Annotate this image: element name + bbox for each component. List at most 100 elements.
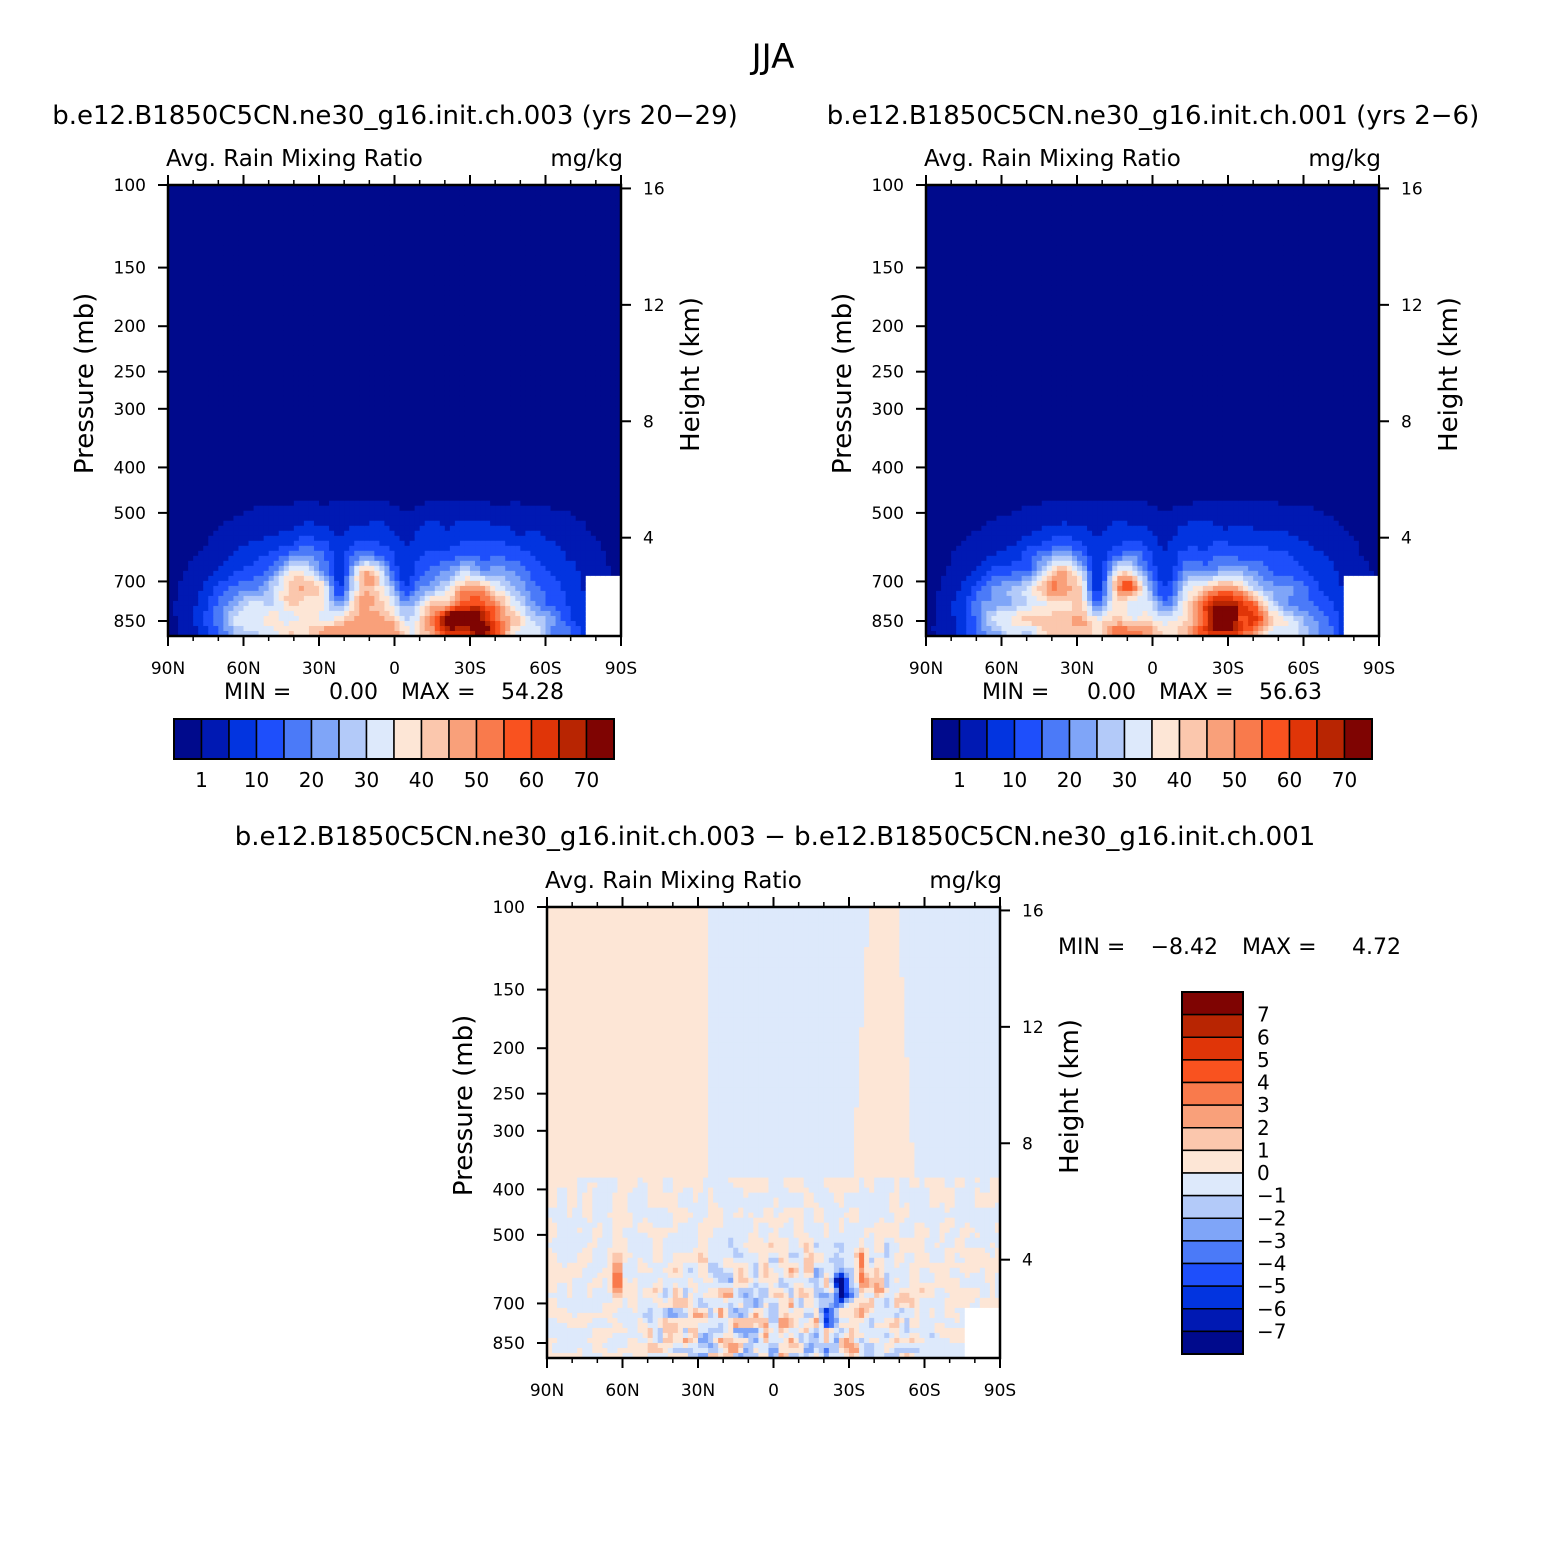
field-cell [188, 185, 194, 191]
field-cell [168, 300, 174, 306]
field-cell [303, 480, 310, 487]
field-cell [354, 355, 360, 361]
field-cell [384, 405, 391, 412]
field-cell [223, 315, 229, 321]
field-cell [313, 510, 320, 517]
field-cell [379, 475, 386, 482]
field-cell [349, 405, 355, 412]
field-cell [334, 445, 340, 452]
field-cell [193, 260, 199, 266]
field-cell [278, 480, 285, 487]
field-cell [248, 625, 255, 632]
field-cell [168, 475, 174, 482]
field-cell [188, 300, 194, 306]
field-cell [233, 240, 240, 246]
field-cell [339, 475, 345, 482]
field-cell [298, 285, 305, 291]
field-cell [253, 335, 260, 341]
field-cell [203, 370, 209, 377]
field-cell [223, 430, 229, 437]
field-cell [419, 220, 426, 226]
field-cell [168, 515, 174, 522]
field-cell [444, 255, 451, 261]
field-cell [218, 450, 224, 457]
field-cell [414, 615, 421, 622]
field-cell [278, 195, 285, 201]
field-cell [188, 290, 194, 296]
field-cell [183, 290, 189, 296]
field-cell [364, 415, 370, 422]
field-cell [168, 220, 174, 226]
field-cell [223, 405, 229, 412]
field-cell [354, 620, 360, 627]
field-cell [379, 485, 386, 492]
field-cell [198, 325, 204, 331]
field-cell [173, 395, 179, 402]
field-cell [313, 595, 320, 602]
contour-field [168, 185, 621, 636]
field-cell [313, 240, 320, 246]
field-cell [208, 465, 214, 472]
field-cell [369, 465, 375, 472]
field-cell [283, 475, 290, 482]
field-cell [389, 605, 396, 612]
field-cell [319, 475, 325, 482]
field-cell [394, 250, 401, 256]
field-cell [364, 585, 370, 592]
field-cell [288, 200, 295, 206]
field-cell [183, 480, 189, 487]
field-cell [263, 480, 270, 487]
field-cell [208, 575, 214, 582]
field-cell [218, 630, 224, 636]
field-cell [434, 290, 441, 296]
field-cell [339, 500, 345, 507]
field-cell [228, 345, 235, 351]
field-cell [268, 380, 275, 387]
field-cell [349, 445, 355, 452]
field-cell [258, 305, 265, 311]
field-cell [354, 320, 360, 326]
field-cell [258, 300, 265, 306]
field-cell [409, 380, 416, 387]
field-cell [424, 205, 431, 211]
field-cell [349, 275, 355, 281]
field-cell [248, 285, 255, 291]
field-cell [228, 335, 235, 341]
field-cell [424, 290, 431, 296]
field-cell [419, 300, 426, 306]
field-cell [429, 495, 436, 502]
field-cell [168, 210, 174, 216]
field-cell [419, 430, 426, 437]
field-cell [213, 560, 219, 567]
field-cell [168, 185, 174, 191]
field-cell [283, 295, 290, 301]
field-cell [288, 570, 295, 577]
field-cell [193, 285, 199, 291]
field-cell [414, 450, 421, 457]
field-cell [238, 280, 245, 286]
field-cell [288, 615, 295, 622]
field-cell [344, 325, 350, 331]
field-cell [334, 270, 340, 276]
field-cell [168, 285, 174, 291]
field-cell [213, 490, 219, 497]
field-cell [253, 360, 260, 366]
field-cell [339, 255, 345, 261]
field-cell [349, 505, 355, 512]
field-cell [273, 300, 280, 306]
field-cell [329, 395, 335, 402]
field-cell [273, 195, 280, 201]
field-cell [364, 245, 370, 251]
field-cell [208, 320, 214, 326]
field-cell [399, 290, 406, 296]
field-cell [369, 385, 375, 392]
field-cell [213, 525, 219, 532]
field-cell [359, 325, 365, 331]
field-cell [344, 400, 350, 407]
field-cell [384, 395, 391, 402]
field-cell [283, 310, 290, 316]
field-cell [349, 215, 355, 221]
field-cell [339, 630, 345, 636]
field-cell [258, 530, 265, 537]
field-cell [218, 275, 224, 281]
